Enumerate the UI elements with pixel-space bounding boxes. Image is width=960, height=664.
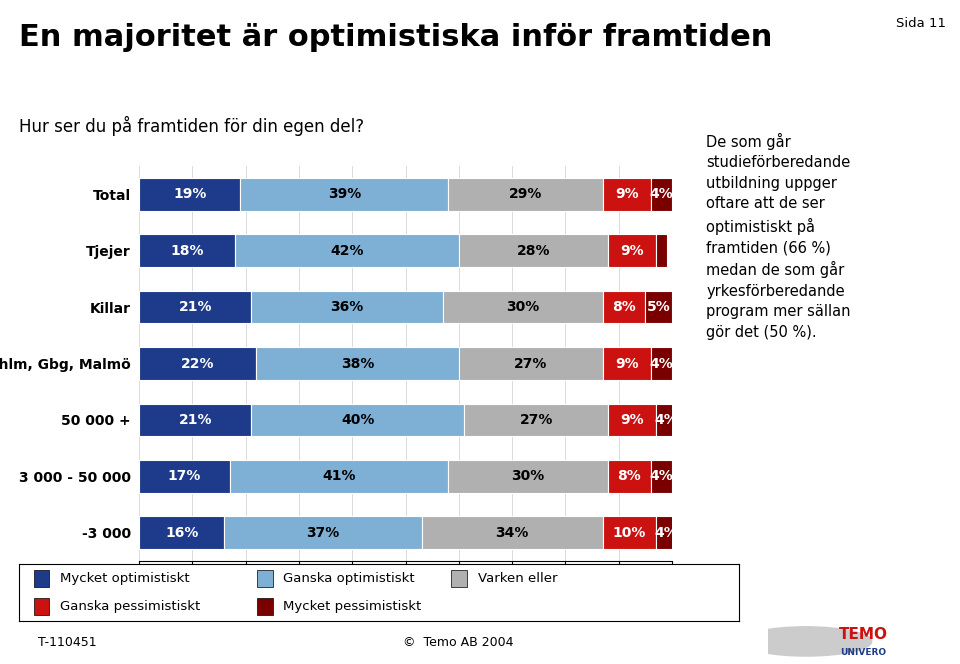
Text: Ganska optimistiskt: Ganska optimistiskt	[283, 572, 415, 585]
Bar	[229, 460, 448, 493]
Text: 29%: 29%	[509, 187, 542, 201]
Text: 4%: 4%	[655, 413, 679, 427]
Text: 22%: 22%	[181, 357, 214, 371]
Bar	[656, 517, 678, 549]
Text: Mycket optimistiskt: Mycket optimistiskt	[60, 572, 190, 585]
Text: Hur ser du på framtiden för din egen del?: Hur ser du på framtiden för din egen del…	[19, 116, 365, 136]
Bar	[656, 404, 678, 436]
Text: 28%: 28%	[516, 244, 550, 258]
Bar	[443, 291, 603, 323]
Bar	[608, 234, 656, 267]
Text: 21%: 21%	[179, 413, 212, 427]
Bar	[645, 291, 672, 323]
Text: TEMO: TEMO	[838, 627, 888, 642]
Bar	[252, 404, 465, 436]
Bar	[608, 404, 656, 436]
Text: T-110451: T-110451	[38, 636, 97, 649]
Text: 42%: 42%	[330, 244, 364, 258]
Text: 27%: 27%	[515, 357, 547, 371]
Text: 10%: 10%	[612, 526, 646, 540]
Bar	[603, 178, 651, 210]
Bar	[139, 347, 256, 380]
Text: 34%: 34%	[495, 526, 529, 540]
Bar	[465, 404, 608, 436]
Text: UNIVERO: UNIVERO	[840, 647, 886, 657]
Bar	[603, 291, 645, 323]
Bar	[459, 347, 603, 380]
Text: Varken eller: Varken eller	[478, 572, 558, 585]
Bar	[448, 178, 603, 210]
Text: 36%: 36%	[330, 300, 364, 314]
Text: 21%: 21%	[179, 300, 212, 314]
Text: 9%: 9%	[620, 244, 644, 258]
Text: 30%: 30%	[506, 300, 540, 314]
Bar	[651, 178, 672, 210]
Text: 27%: 27%	[519, 413, 553, 427]
Bar	[139, 178, 240, 210]
Bar	[651, 460, 672, 493]
Bar	[448, 460, 608, 493]
Bar	[603, 517, 656, 549]
Bar	[257, 598, 273, 615]
Bar	[139, 517, 225, 549]
Text: 8%: 8%	[617, 469, 641, 483]
Bar	[139, 291, 252, 323]
Bar	[139, 404, 252, 436]
Circle shape	[740, 627, 872, 656]
Text: 9%: 9%	[620, 413, 644, 427]
Text: 18%: 18%	[171, 244, 204, 258]
Text: 19%: 19%	[173, 187, 206, 201]
Bar	[459, 234, 608, 267]
Bar	[603, 347, 651, 380]
Bar	[421, 517, 603, 549]
Text: 4%: 4%	[650, 357, 673, 371]
Text: 4%: 4%	[650, 187, 673, 201]
Bar	[256, 347, 459, 380]
Text: 30%: 30%	[512, 469, 544, 483]
Text: 40%: 40%	[341, 413, 374, 427]
Bar	[139, 234, 235, 267]
Text: 5%: 5%	[647, 300, 670, 314]
Bar	[34, 570, 50, 587]
Bar	[252, 291, 443, 323]
Bar	[451, 570, 467, 587]
Bar	[225, 517, 421, 549]
Text: 17%: 17%	[168, 469, 202, 483]
Bar	[257, 570, 273, 587]
Text: Sida 11: Sida 11	[896, 17, 946, 30]
Text: 38%: 38%	[341, 357, 374, 371]
Text: De som går
studieförberedande
utbildning uppger
oftare att de ser
optimistiskt p: De som går studieförberedande utbildning…	[707, 133, 851, 339]
Text: 8%: 8%	[612, 300, 636, 314]
Bar	[240, 178, 448, 210]
Text: 9%: 9%	[615, 187, 638, 201]
Text: 37%: 37%	[306, 526, 340, 540]
Text: 16%: 16%	[165, 526, 199, 540]
Bar	[235, 234, 459, 267]
Text: 4%: 4%	[650, 469, 673, 483]
Text: 9%: 9%	[615, 357, 638, 371]
Bar	[656, 234, 666, 267]
Text: Mycket pessimistiskt: Mycket pessimistiskt	[283, 600, 421, 614]
Text: Ganska pessimistiskt: Ganska pessimistiskt	[60, 600, 201, 614]
Text: ©  Temo AB 2004: © Temo AB 2004	[403, 636, 514, 649]
Bar	[651, 347, 672, 380]
Text: En majoritet är optimistiska inför framtiden: En majoritet är optimistiska inför framt…	[19, 23, 773, 52]
Text: 41%: 41%	[323, 469, 356, 483]
Bar	[139, 460, 229, 493]
Text: 4%: 4%	[655, 526, 679, 540]
Bar	[608, 460, 651, 493]
Bar	[34, 598, 50, 615]
Text: 39%: 39%	[327, 187, 361, 201]
